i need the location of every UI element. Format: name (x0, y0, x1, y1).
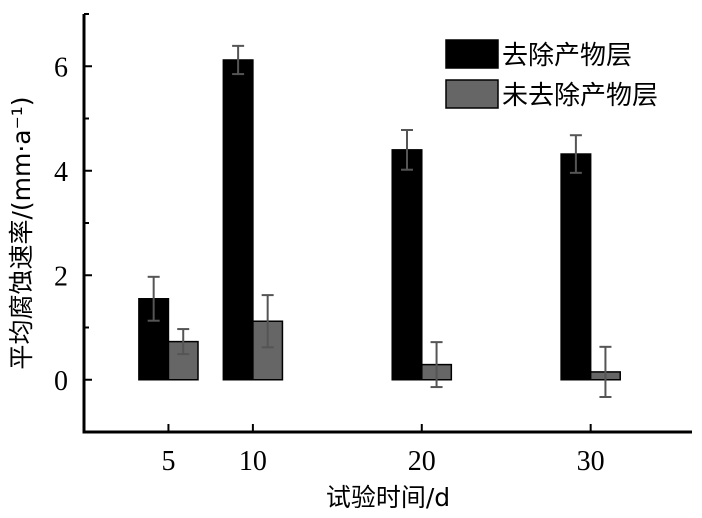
x-tick-label: 30 (577, 446, 605, 477)
legend-swatch (445, 39, 499, 69)
y-tick-label: 6 (54, 52, 68, 83)
bar-removed-5 (138, 298, 170, 381)
bar-not-removed-5 (167, 340, 199, 381)
y-tick-label: 4 (54, 157, 68, 188)
x-tick-label: 10 (239, 446, 267, 477)
y-axis-title: 平均腐蚀速率/(mm·a⁻¹) (7, 96, 36, 369)
x-tick-label: 20 (408, 446, 436, 477)
y-tick-label: 2 (54, 261, 68, 292)
axes (82, 13, 692, 434)
legend-swatch (445, 79, 499, 109)
x-axis-title: 试验时间/d (326, 483, 450, 512)
legend-label: 去除产物层 (502, 41, 632, 71)
legend-label: 未去除产物层 (502, 81, 658, 111)
bar-removed-20 (391, 149, 423, 381)
bar-removed-30 (560, 153, 592, 381)
tick-labels: 0 2 4 6 5 10 20 30 (54, 52, 605, 477)
y-tick-label: 0 (54, 366, 68, 397)
x-tick-label: 5 (161, 446, 175, 477)
bar-removed-10 (222, 59, 254, 381)
bars (138, 44, 621, 398)
